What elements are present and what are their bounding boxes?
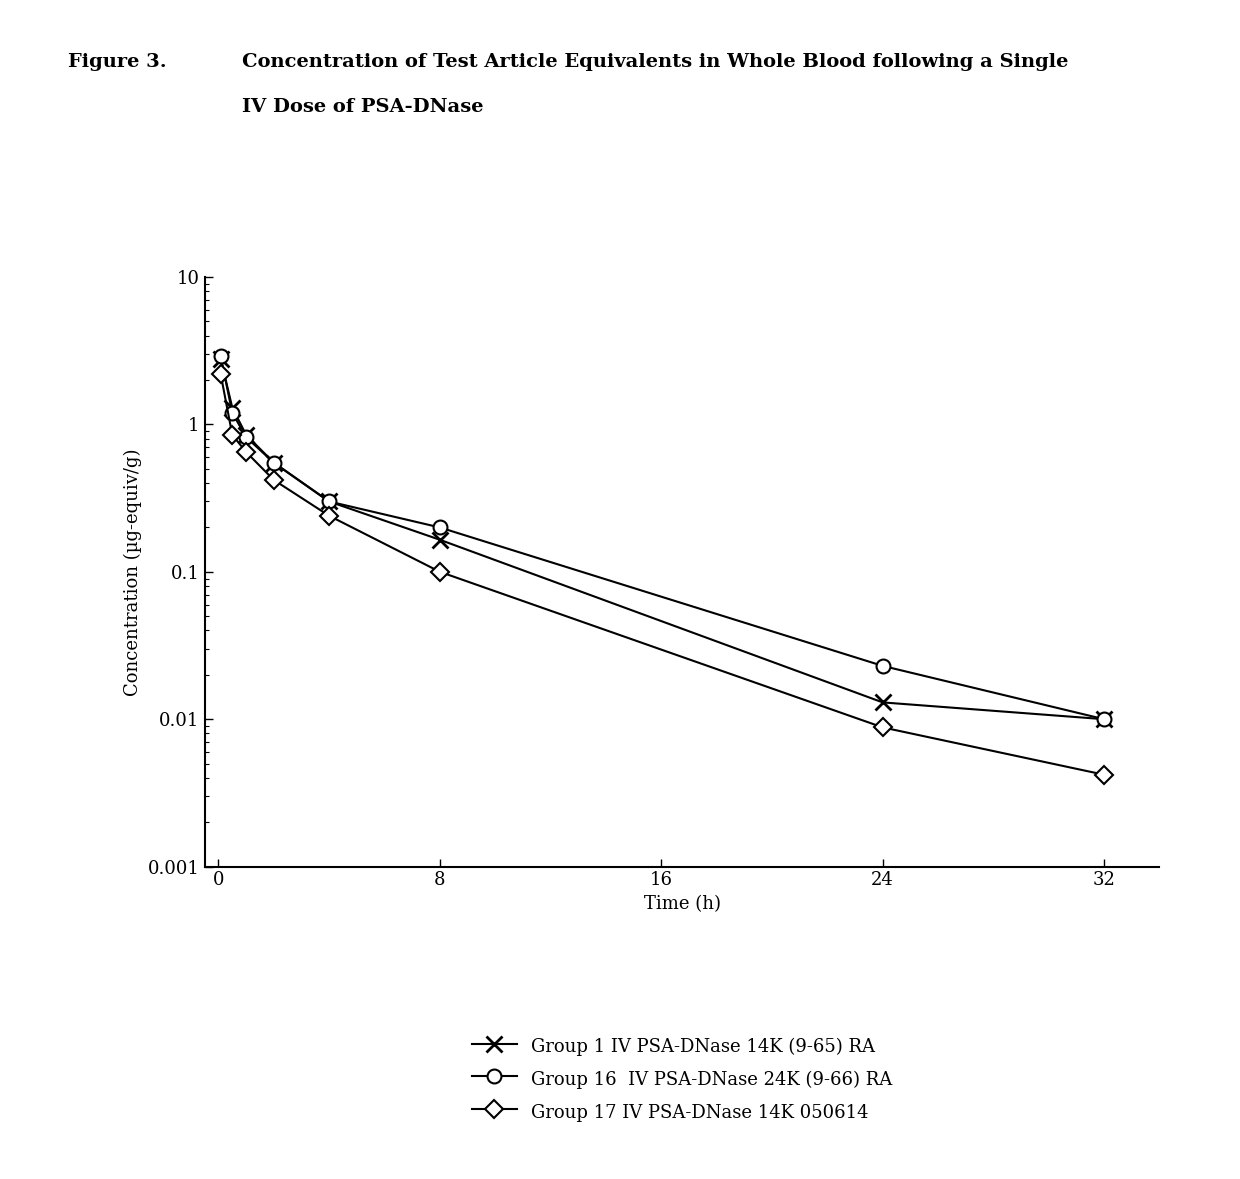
Line: Group 16  IV PSA-DNase 24K (9-66) RA: Group 16 IV PSA-DNase 24K (9-66) RA [213,349,1111,726]
Group 1 IV PSA-DNase 14K (9-65) RA [1096,712,1111,726]
Group 16  IV PSA-DNase 24K (9-66) RA [267,455,281,469]
Text: IV Dose of PSA-DNase: IV Dose of PSA-DNase [242,98,484,116]
Group 1 IV PSA-DNase 14K (9-65) RA [875,696,890,710]
Group 17 IV PSA-DNase 14K 050614 [321,508,336,522]
Line: Group 17 IV PSA-DNase 14K 050614: Group 17 IV PSA-DNase 14K 050614 [215,368,1110,780]
Group 1 IV PSA-DNase 14K (9-65) RA [267,455,281,469]
Group 17 IV PSA-DNase 14K 050614 [433,565,448,579]
Legend: Group 1 IV PSA-DNase 14K (9-65) RA, Group 16  IV PSA-DNase 24K (9-66) RA, Group : Group 1 IV PSA-DNase 14K (9-65) RA, Grou… [471,1035,893,1122]
Group 16  IV PSA-DNase 24K (9-66) RA [875,659,890,673]
Group 17 IV PSA-DNase 14K 050614 [1096,768,1111,782]
Group 16  IV PSA-DNase 24K (9-66) RA [224,406,239,420]
Group 16  IV PSA-DNase 24K (9-66) RA [321,494,336,508]
Group 16  IV PSA-DNase 24K (9-66) RA [1096,712,1111,726]
Group 1 IV PSA-DNase 14K (9-65) RA [224,401,239,415]
Group 17 IV PSA-DNase 14K 050614 [213,367,228,381]
X-axis label: Time (h): Time (h) [644,895,720,913]
Y-axis label: Concentration (µg-equiv/g): Concentration (µg-equiv/g) [124,448,143,696]
Group 17 IV PSA-DNase 14K 050614 [875,720,890,735]
Group 16  IV PSA-DNase 24K (9-66) RA [238,430,253,444]
Group 1 IV PSA-DNase 14K (9-65) RA [433,533,448,547]
Group 17 IV PSA-DNase 14K 050614 [238,444,253,459]
Group 17 IV PSA-DNase 14K 050614 [224,428,239,442]
Group 17 IV PSA-DNase 14K 050614 [267,473,281,487]
Text: Figure 3.: Figure 3. [68,53,167,71]
Group 16  IV PSA-DNase 24K (9-66) RA [213,349,228,363]
Group 1 IV PSA-DNase 14K (9-65) RA [213,351,228,365]
Text: Concentration of Test Article Equivalents in Whole Blood following a Single: Concentration of Test Article Equivalent… [242,53,1068,71]
Group 1 IV PSA-DNase 14K (9-65) RA [238,428,253,442]
Group 16  IV PSA-DNase 24K (9-66) RA [433,520,448,534]
Line: Group 1 IV PSA-DNase 14K (9-65) RA: Group 1 IV PSA-DNase 14K (9-65) RA [213,351,1112,726]
Group 1 IV PSA-DNase 14K (9-65) RA [321,494,336,508]
